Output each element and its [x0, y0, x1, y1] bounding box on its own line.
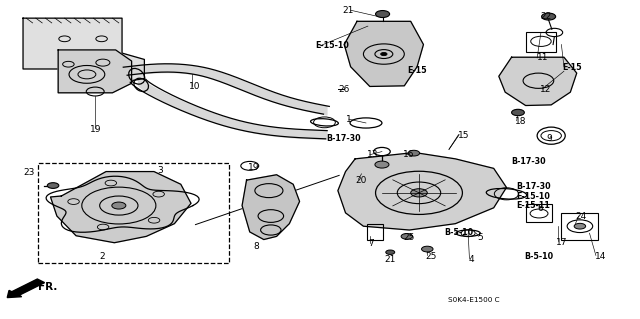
Circle shape: [401, 234, 413, 239]
Text: 17: 17: [556, 238, 568, 247]
Text: 20: 20: [356, 176, 367, 185]
Text: 19: 19: [90, 125, 102, 134]
Circle shape: [376, 11, 390, 18]
Bar: [38, 163, 229, 263]
Circle shape: [386, 250, 395, 255]
Text: 5: 5: [477, 233, 483, 242]
Text: 13: 13: [367, 150, 379, 159]
Text: 21: 21: [342, 6, 354, 15]
Text: 10: 10: [189, 82, 200, 91]
Circle shape: [408, 150, 420, 156]
Text: 16: 16: [403, 150, 415, 159]
Text: E-15: E-15: [407, 66, 426, 75]
Text: 18: 18: [515, 117, 526, 126]
Circle shape: [47, 183, 59, 189]
Circle shape: [381, 52, 387, 56]
Text: 26: 26: [338, 85, 349, 94]
Text: 11: 11: [537, 53, 548, 62]
Circle shape: [574, 223, 586, 229]
Circle shape: [511, 109, 524, 116]
Text: B-5-10: B-5-10: [524, 252, 554, 261]
Text: 25: 25: [403, 233, 414, 242]
Polygon shape: [344, 21, 424, 86]
Polygon shape: [242, 175, 300, 240]
Text: E-15: E-15: [563, 63, 582, 72]
Circle shape: [112, 202, 126, 209]
Text: 14: 14: [595, 252, 606, 261]
Bar: [561, 213, 598, 240]
Text: B-17-30: B-17-30: [511, 157, 546, 166]
Bar: [367, 224, 383, 240]
Text: 21: 21: [385, 255, 396, 264]
Circle shape: [541, 13, 556, 20]
Text: 1: 1: [346, 115, 352, 124]
Text: 24: 24: [575, 212, 587, 221]
Text: 9: 9: [547, 134, 552, 143]
Text: E-15-10: E-15-10: [516, 191, 550, 201]
Text: B-17-30: B-17-30: [516, 182, 551, 191]
Circle shape: [411, 189, 428, 197]
Text: 3: 3: [157, 166, 163, 175]
Text: B-17-30: B-17-30: [326, 134, 361, 143]
Text: 25: 25: [426, 252, 436, 261]
Text: 4: 4: [468, 255, 474, 264]
Text: 12: 12: [540, 85, 552, 94]
Text: B-5-10: B-5-10: [445, 228, 474, 237]
Circle shape: [375, 161, 389, 168]
Text: 6: 6: [537, 204, 543, 213]
Polygon shape: [338, 152, 506, 230]
Text: 23: 23: [23, 168, 35, 177]
Text: 7: 7: [368, 239, 374, 248]
Text: E-15-11: E-15-11: [516, 201, 550, 210]
Bar: [525, 204, 552, 222]
Polygon shape: [23, 18, 145, 85]
Text: 22: 22: [540, 12, 552, 21]
Text: E-15-10: E-15-10: [316, 41, 349, 50]
Text: 15: 15: [458, 131, 470, 140]
Polygon shape: [58, 50, 132, 93]
FancyArrow shape: [7, 279, 45, 298]
Text: S0K4-E1500 C: S0K4-E1500 C: [448, 297, 499, 303]
Circle shape: [422, 246, 433, 252]
Text: 2: 2: [100, 252, 106, 261]
Polygon shape: [51, 172, 191, 243]
Polygon shape: [499, 57, 577, 106]
Text: 19: 19: [248, 163, 259, 172]
Text: FR.: FR.: [38, 282, 57, 292]
Text: 8: 8: [253, 242, 259, 251]
Bar: [525, 33, 556, 52]
